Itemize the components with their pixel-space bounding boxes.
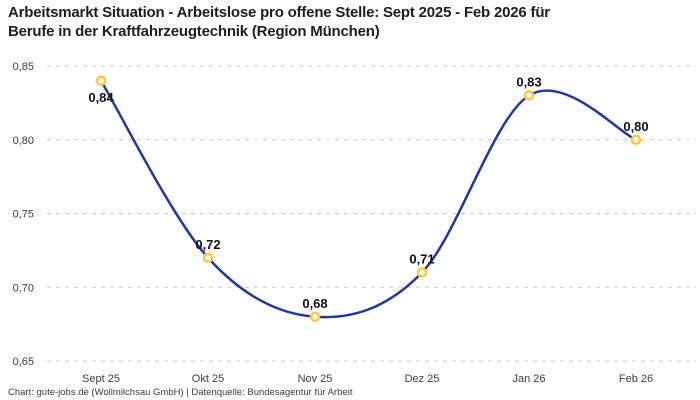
y-axis-tick-label: 0,85 (13, 61, 34, 73)
y-axis-tick-label: 0,65 (13, 356, 34, 368)
y-axis-tick-label: 0,80 (13, 135, 34, 147)
data-point-marker (95, 75, 107, 86)
data-point-label: 0,84 (88, 90, 114, 105)
data-point-label: 0,80 (623, 119, 648, 134)
data-point-marker (202, 252, 214, 263)
x-axis-tick-label: Sept 25 (82, 373, 120, 385)
x-axis-tick-label: Jan 26 (512, 373, 545, 385)
x-axis-tick-label: Dez 25 (405, 373, 440, 385)
x-axis-tick-label: Okt 25 (192, 373, 224, 385)
y-axis-tick-label: 0,75 (13, 209, 34, 221)
data-point-marker (309, 311, 321, 322)
data-point-marker (416, 267, 428, 278)
x-axis-tick-label: Feb 26 (619, 373, 653, 385)
chart-line (99, 79, 638, 319)
data-point-label: 0,83 (516, 75, 541, 90)
data-point-marker (523, 90, 535, 101)
x-axis-tick-label: Nov 25 (298, 373, 333, 385)
data-point-label: 0,72 (195, 237, 220, 252)
data-point-label: 0,71 (409, 252, 434, 267)
chart-title: Arbeitsmarkt Situation - Arbeitslose pro… (8, 3, 550, 41)
data-point-label: 0,68 (302, 296, 327, 311)
y-axis-tick-label: 0,70 (13, 282, 34, 294)
data-point-marker (630, 134, 642, 145)
chart-credit: Chart: gute-jobs.de (Wollmilchsau GmbH) … (8, 387, 353, 398)
chart-title-line2: Berufe in der Kraftfahrzeugtechnik (Regi… (8, 23, 380, 40)
chart-title-line1: Arbeitsmarkt Situation - Arbeitslose pro… (8, 4, 550, 21)
